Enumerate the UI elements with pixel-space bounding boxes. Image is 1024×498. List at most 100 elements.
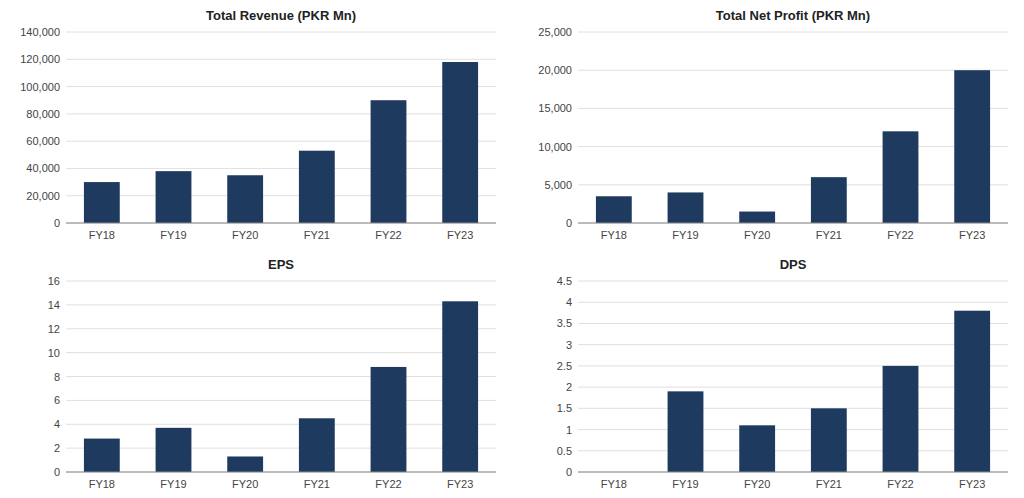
- bars: [84, 301, 478, 472]
- y-tick-label: 140,000: [20, 26, 60, 38]
- grid-line: [578, 450, 1008, 451]
- bar: [668, 192, 704, 223]
- panel: Total Net Profit (PKR Mn)05,00010,00015,…: [538, 8, 1008, 241]
- x-tick-label: FY23: [959, 478, 985, 490]
- y-tick-label: 4: [566, 296, 572, 308]
- y-tick-label: 20,000: [26, 190, 60, 202]
- bar: [668, 391, 704, 472]
- x-tick-label: FY18: [89, 478, 115, 490]
- bar: [811, 408, 847, 472]
- x-tick-label: FY23: [959, 229, 985, 241]
- grid-line: [578, 408, 1008, 409]
- bar: [811, 177, 847, 223]
- y-tick-label: 0: [566, 217, 572, 229]
- figure: Total Revenue (PKR Mn)020,00040,00060,00…: [0, 0, 1024, 498]
- grid-line: [66, 195, 496, 196]
- y-tick-label: 4: [54, 418, 60, 430]
- y-tick-label: 25,000: [538, 26, 572, 38]
- title: DPS: [780, 257, 807, 272]
- x-axis-line: [66, 223, 496, 224]
- x-tick-label: FY23: [447, 229, 473, 241]
- y-tick-label: 40,000: [26, 162, 60, 174]
- x-tick-label: FY18: [89, 229, 115, 241]
- grid-line: [66, 141, 496, 142]
- y-tick-label: 100,000: [20, 81, 60, 93]
- y-tick-label: 20,000: [538, 64, 572, 76]
- y-tick-label: 5,000: [544, 179, 572, 191]
- x-tick-label: FY23: [447, 478, 473, 490]
- bar: [371, 367, 407, 472]
- grid-line: [578, 184, 1008, 185]
- bar: [442, 62, 478, 223]
- title: Total Revenue (PKR Mn): [206, 8, 356, 23]
- x-tick-label: FY19: [672, 478, 698, 490]
- y-tick-label: 1: [566, 424, 572, 436]
- grid-line: [66, 59, 496, 60]
- bar: [156, 171, 192, 223]
- grid-line: [578, 387, 1008, 388]
- panel: EPS0246810121416FY18FY19FY20FY21FY22FY23: [48, 257, 496, 490]
- grid-line: [66, 448, 496, 449]
- grid-line: [66, 376, 496, 377]
- x-tick-label: FY18: [601, 478, 627, 490]
- grid-line: [578, 302, 1008, 303]
- bars: [596, 70, 990, 223]
- grid-line: [578, 472, 1008, 473]
- grid-line: [66, 304, 496, 305]
- y-tick-label: 1.5: [557, 402, 572, 414]
- y-tick-label: 4.5: [557, 275, 572, 287]
- grid-line: [578, 223, 1008, 224]
- x-axis-line: [578, 472, 1008, 473]
- grid-line: [578, 429, 1008, 430]
- grid-line: [66, 472, 496, 473]
- y-tick-label: 0: [566, 466, 572, 478]
- x-tick-label: FY22: [887, 229, 913, 241]
- y-tick-label: 2: [566, 381, 572, 393]
- bars: [84, 62, 478, 223]
- grid-line: [66, 352, 496, 353]
- y-tick-label: 14: [48, 299, 60, 311]
- grid-line: [66, 328, 496, 329]
- x-tick-label: FY20: [744, 229, 770, 241]
- x-axis-line: [578, 223, 1008, 224]
- y-tick-label: 6: [54, 394, 60, 406]
- bar: [596, 196, 632, 223]
- y-tick-label: 2: [54, 442, 60, 454]
- x-tick-label: FY21: [816, 229, 842, 241]
- x-tick-label: FY19: [160, 229, 186, 241]
- grid-line: [578, 146, 1008, 147]
- y-tick-label: 15,000: [538, 102, 572, 114]
- y-tick-label: 0: [54, 217, 60, 229]
- grid-line: [578, 108, 1008, 109]
- bar: [954, 70, 990, 223]
- grid-line: [66, 113, 496, 114]
- y-tick-label: 120,000: [20, 53, 60, 65]
- x-tick-label: FY19: [672, 229, 698, 241]
- grid-line: [66, 86, 496, 87]
- grid-line: [66, 223, 496, 224]
- bar: [227, 175, 263, 223]
- x-tick-label: FY21: [304, 229, 330, 241]
- title: EPS: [268, 257, 294, 272]
- bar: [739, 212, 775, 223]
- bar: [371, 100, 407, 223]
- grid-line: [66, 424, 496, 425]
- y-tick-label: 0.5: [557, 445, 572, 457]
- grid-line: [66, 281, 496, 282]
- bar: [883, 366, 919, 472]
- y-tick-label: 3.5: [557, 317, 572, 329]
- x-tick-label: FY21: [816, 478, 842, 490]
- y-tick-label: 8: [54, 371, 60, 383]
- bars: [668, 311, 991, 472]
- grid-line: [578, 281, 1008, 282]
- grid-line: [66, 32, 496, 33]
- x-tick-label: FY20: [744, 478, 770, 490]
- x-tick-label: FY22: [887, 478, 913, 490]
- x-tick-label: FY22: [375, 478, 401, 490]
- grid-line: [66, 400, 496, 401]
- bar: [156, 428, 192, 472]
- y-tick-label: 80,000: [26, 108, 60, 120]
- bar: [84, 439, 120, 472]
- grid-line: [578, 344, 1008, 345]
- x-tick-label: FY22: [375, 229, 401, 241]
